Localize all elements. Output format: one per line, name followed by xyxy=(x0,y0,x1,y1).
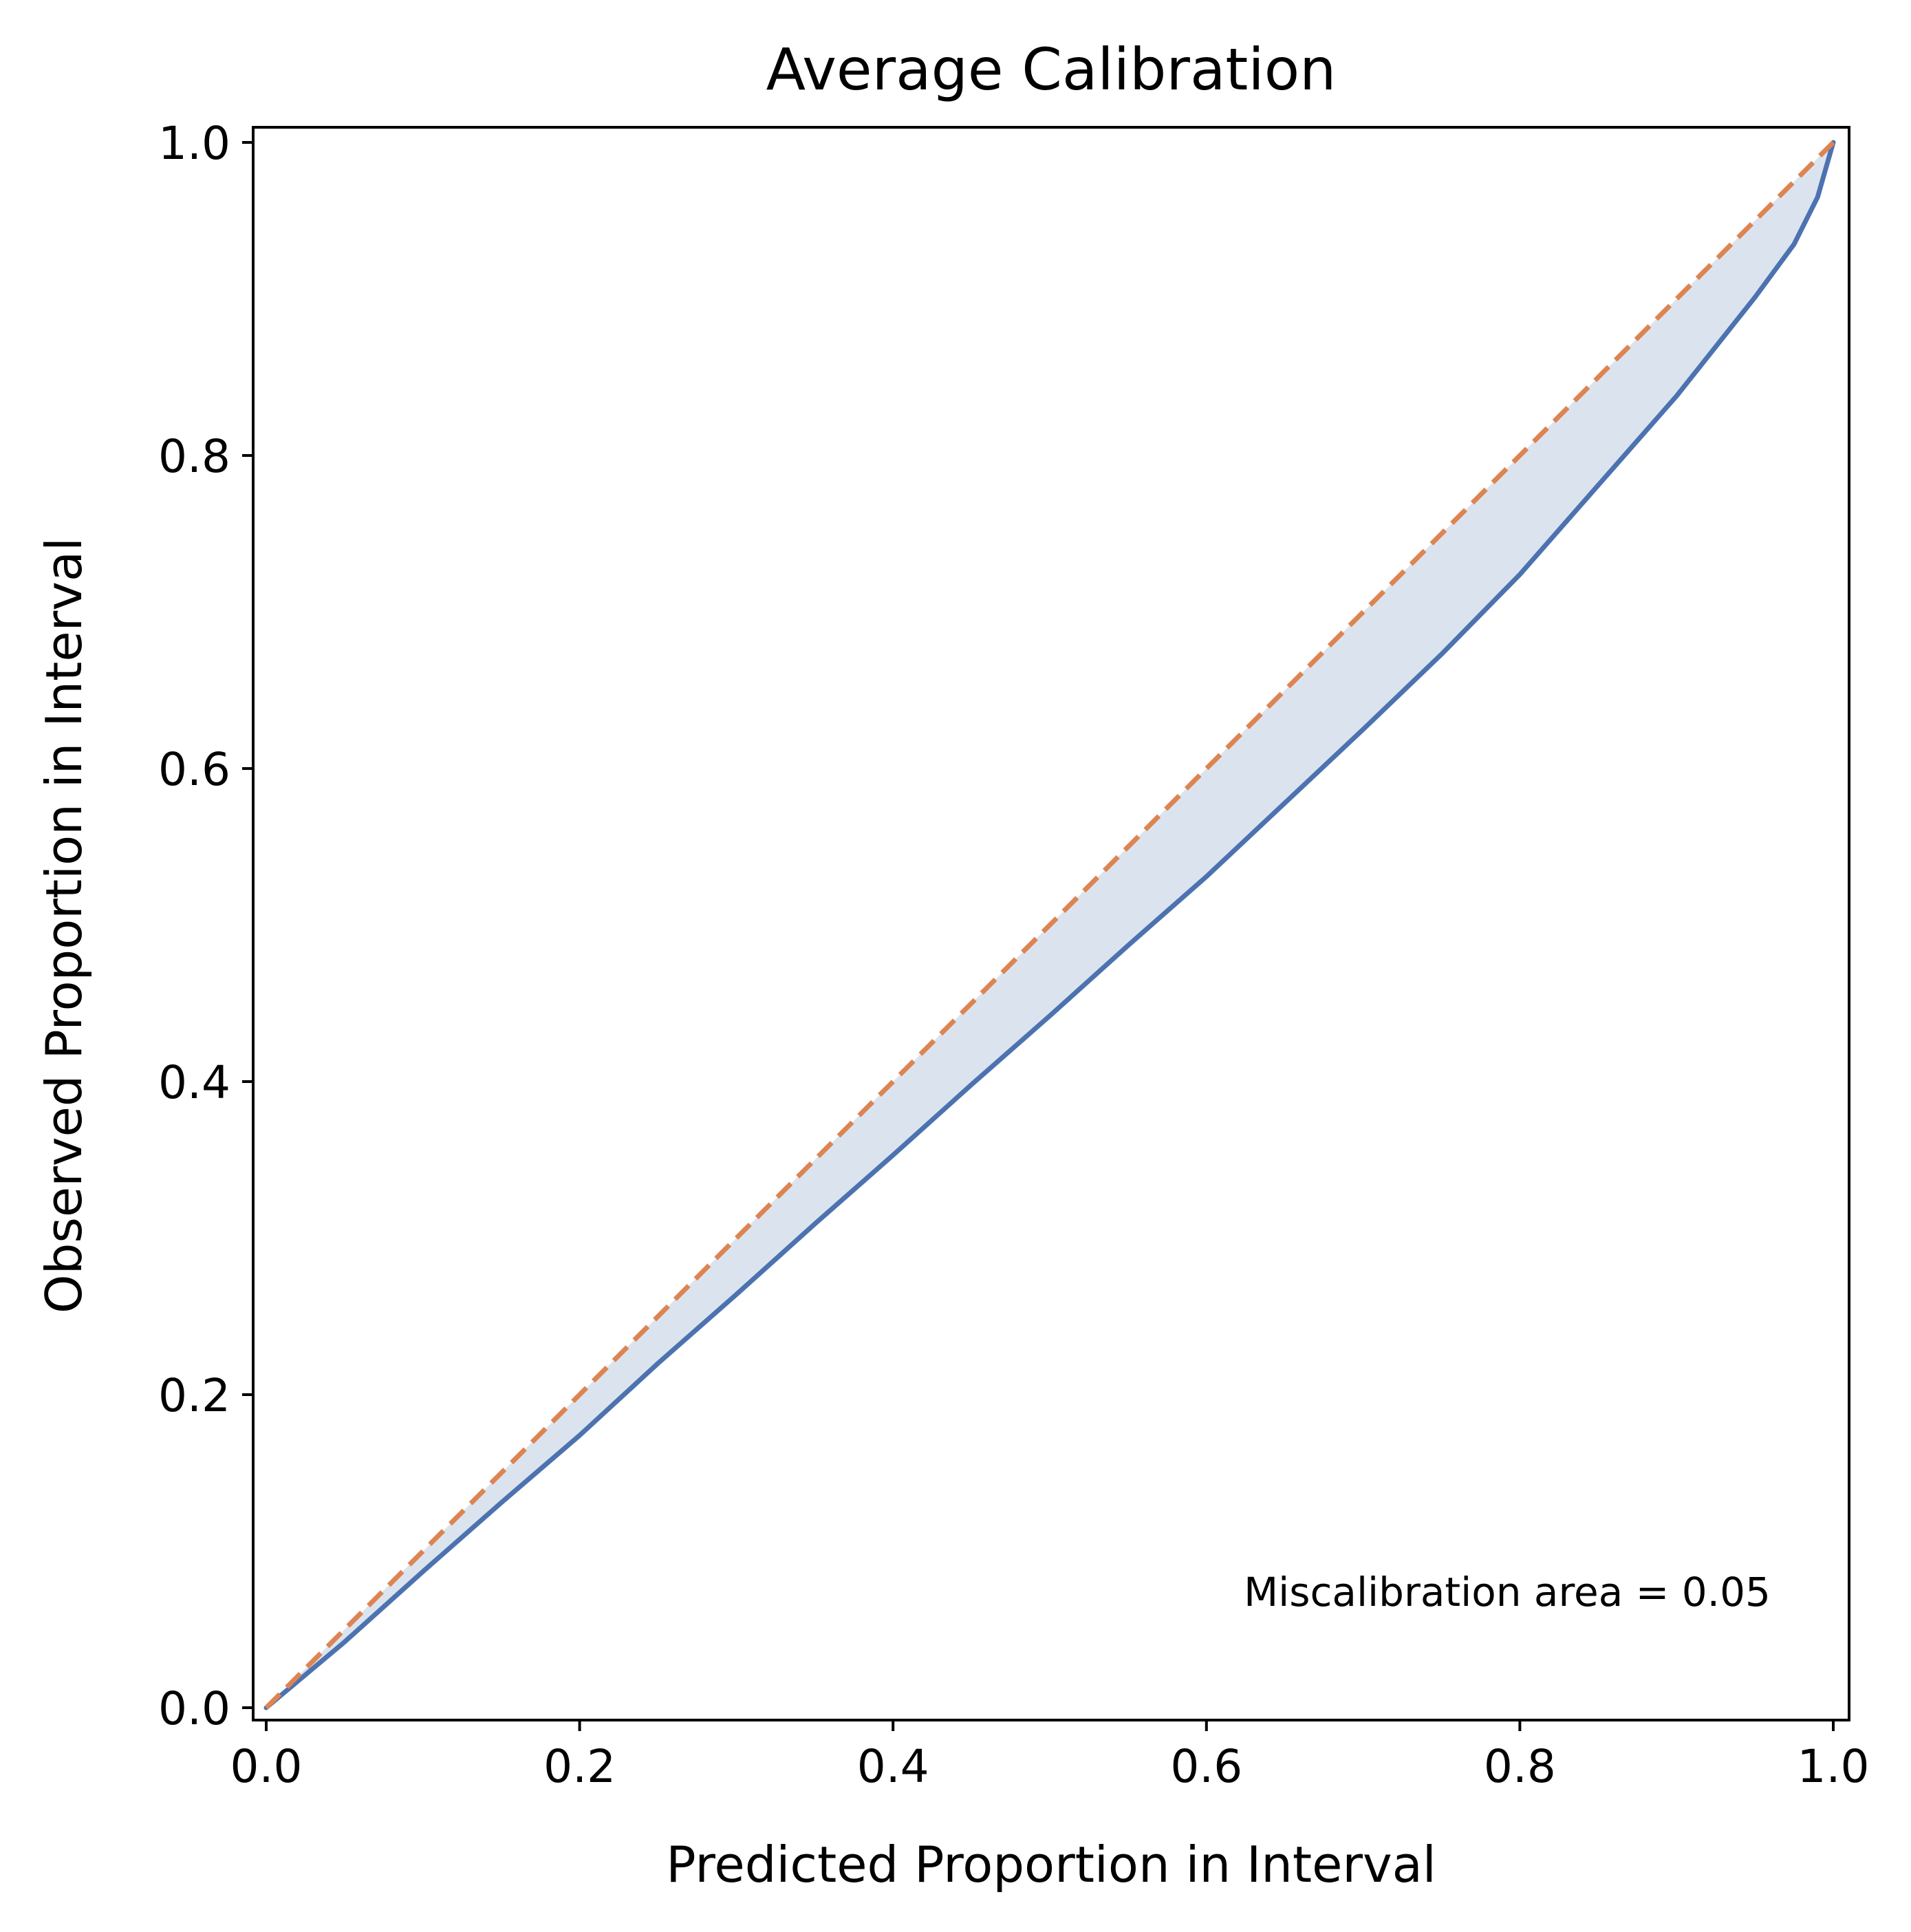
x-ticks: 0.0 0.2 0.4 0.6 0.8 1.0 xyxy=(230,1720,1870,1793)
x-tick-label: 0.2 xyxy=(543,1740,616,1793)
y-tick-label: 1.0 xyxy=(158,117,230,170)
y-ticks: 0.0 0.2 0.4 0.6 0.8 1.0 xyxy=(158,117,253,1735)
x-tick-label: 0.8 xyxy=(1484,1740,1556,1793)
ideal-calibration-line xyxy=(264,140,1835,1710)
y-tick-label: 0.8 xyxy=(158,430,230,483)
x-tick-label: 1.0 xyxy=(1797,1740,1870,1793)
miscalibration-annotation: Miscalibration area = 0.05 xyxy=(1244,1569,1771,1616)
series-layer xyxy=(263,140,1836,1710)
y-tick-label: 0.0 xyxy=(158,1682,230,1735)
y-axis-label: Observed Proportion in Interval xyxy=(35,537,93,1313)
y-tick-label: 0.4 xyxy=(158,1056,230,1109)
y-tick-label: 0.2 xyxy=(158,1369,230,1422)
observed-calibration-line xyxy=(263,140,1836,1710)
x-tick-label: 0.0 xyxy=(230,1740,303,1793)
x-axis-label: Predicted Proportion in Interval xyxy=(666,1836,1436,1893)
chart-title: Average Calibration xyxy=(766,36,1337,103)
x-tick-label: 0.6 xyxy=(1170,1740,1242,1793)
axes-frame xyxy=(252,126,1850,1721)
y-tick-label: 0.6 xyxy=(158,743,230,796)
x-tick-label: 0.4 xyxy=(857,1740,929,1793)
